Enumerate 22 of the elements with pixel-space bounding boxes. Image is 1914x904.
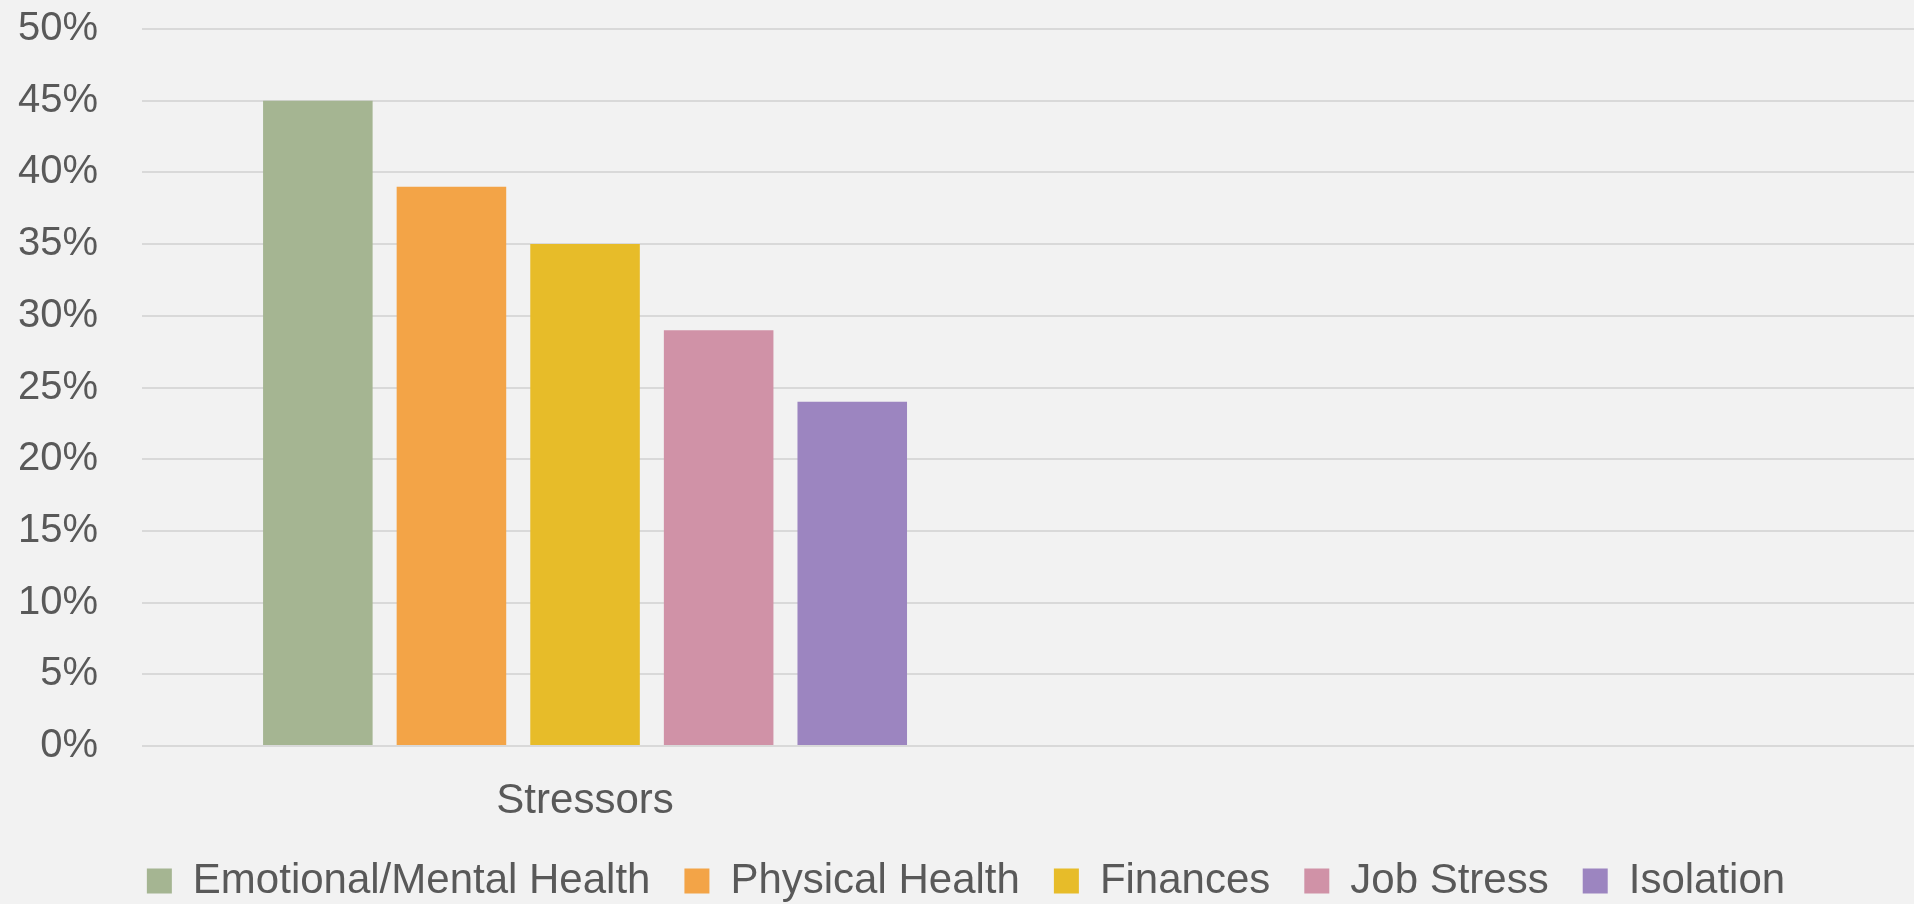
bar [396,186,507,745]
legend-label: Finances [1099,854,1271,902]
y-tick-label: 15% [18,505,99,550]
legend-label: Emotional/Mental Health [192,854,651,902]
legend-label: Isolation [1628,854,1786,902]
y-tick-label: 10% [18,577,99,622]
y-tick-label: 20% [18,434,99,479]
y-tick-label: 40% [18,147,99,192]
bar [530,244,640,745]
y-tick-label: 0% [40,721,99,766]
legend-label: Physical Health [730,854,1020,902]
y-tick-label: 25% [18,362,99,407]
bar [663,330,774,745]
y-tick-label: 5% [40,649,99,694]
y-tick-label: 45% [18,75,99,120]
x-tick-label: Stressors [496,774,674,822]
bar [263,100,373,745]
y-tick-label: 50% [18,4,99,49]
legend-label: Job Stress [1350,854,1549,902]
y-tick-label: 30% [18,290,99,335]
bar [797,401,908,745]
y-tick-label: 35% [18,219,99,264]
